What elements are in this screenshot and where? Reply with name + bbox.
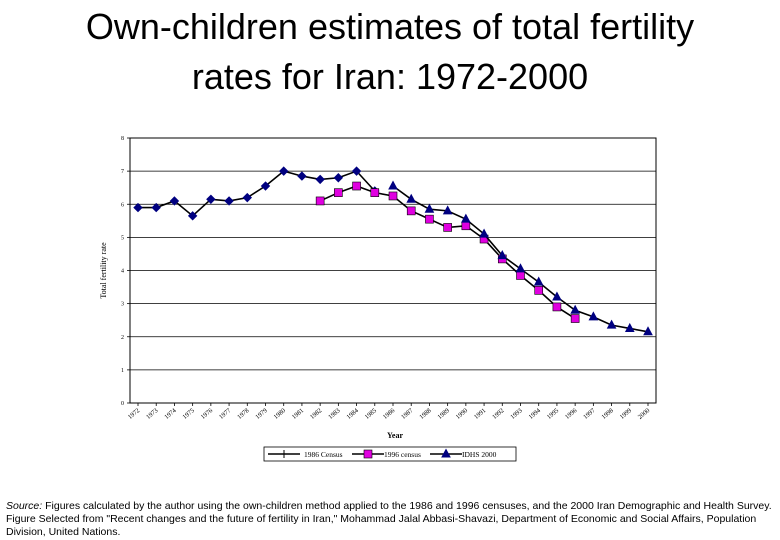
- x-tick-label: 2000: [637, 407, 651, 421]
- data-point-square: [334, 188, 343, 197]
- data-point-diamond: [315, 174, 325, 185]
- data-point-diamond: [333, 173, 344, 183]
- x-tick-label: 1994: [528, 407, 543, 421]
- data-point-triangle: [515, 263, 526, 273]
- legend: 1986 Census 1996 census IDHS 2000: [263, 446, 517, 462]
- x-tick-label: 1989: [436, 407, 450, 421]
- series-idhs-2000: [388, 180, 653, 336]
- data-point-square: [443, 223, 452, 232]
- data-point-triangle: [570, 304, 580, 314]
- data-point-diamond: [242, 192, 252, 203]
- data-point-diamond: [260, 181, 271, 191]
- data-point-diamond: [187, 211, 198, 221]
- y-tick-label: 8: [121, 136, 124, 142]
- data-point-square: [461, 221, 471, 231]
- legend-label: 1996 census: [384, 450, 421, 459]
- data-point-square: [363, 449, 373, 459]
- data-point-diamond: [206, 194, 216, 204]
- data-point-diamond: [151, 202, 161, 213]
- data-point-square: [425, 214, 434, 224]
- data-point-triangle: [388, 180, 398, 190]
- data-point-triangle: [497, 250, 508, 260]
- data-point-square: [552, 302, 562, 312]
- y-tick-label: 4: [121, 269, 124, 275]
- data-point-diamond: [169, 196, 180, 206]
- x-tick-label: 1999: [619, 407, 633, 421]
- data-point-square: [516, 271, 525, 280]
- x-tick-label: 1998: [600, 407, 614, 421]
- x-tick-label: 1986: [382, 407, 397, 421]
- series-1996-census: [315, 181, 580, 323]
- data-point-triangle: [479, 228, 489, 238]
- x-tick-label: 1981: [291, 407, 305, 421]
- data-point-square: [570, 314, 580, 323]
- slide-title-line-2: rates for Iran: 1972-2000: [191, 56, 589, 97]
- y-tick-label: 1: [121, 368, 124, 374]
- slide-title: Own-children estimates of total fertilit…: [0, 2, 780, 102]
- data-point-square: [370, 188, 380, 197]
- data-point-triangle: [406, 193, 417, 203]
- data-point-square: [388, 191, 398, 201]
- x-tick-label: 1984: [345, 407, 360, 421]
- x-axis-title: Year: [387, 431, 403, 440]
- x-tick-label: 1985: [364, 407, 378, 421]
- data-point-triangle: [552, 291, 562, 301]
- x-tick-label: 1993: [509, 407, 523, 421]
- data-point-diamond: [133, 202, 143, 213]
- data-point-diamond: [351, 166, 362, 176]
- x-tick-label: 1982: [309, 407, 323, 421]
- x-tick-label: 1979: [254, 407, 268, 421]
- y-tick-label: 6: [121, 202, 124, 208]
- x-tick-label: 1975: [181, 407, 195, 421]
- x-tick-label: 1991: [473, 407, 487, 421]
- x-tick-label: 1983: [327, 407, 341, 421]
- data-point-triangle: [624, 322, 635, 332]
- data-point-triangle: [424, 203, 435, 213]
- data-point-triangle: [442, 205, 453, 215]
- y-tick-label: 0: [121, 401, 124, 407]
- x-tick-label: 1973: [145, 407, 159, 421]
- data-point-triangle: [533, 276, 544, 286]
- data-point-square: [315, 196, 325, 206]
- x-tick-label: 1996: [564, 407, 579, 421]
- data-point-triangle: [643, 326, 653, 336]
- y-tick-label: 5: [121, 235, 124, 241]
- x-tick-label: 1978: [236, 407, 250, 421]
- legend-label: IDHS 2000: [462, 450, 497, 459]
- y-axis-title: Total fertility rate: [99, 242, 108, 299]
- data-point-triangle: [441, 448, 451, 458]
- x-tick-label: 1988: [418, 407, 432, 421]
- x-tick-label: 1990: [455, 407, 469, 421]
- y-tick-label: 3: [121, 302, 124, 308]
- data-point-square: [406, 206, 416, 216]
- y-tick-label: 2: [121, 335, 124, 341]
- x-tick-label: 1974: [163, 407, 178, 421]
- legend-label: 1986 Census: [304, 450, 343, 459]
- data-point-diamond: [224, 196, 234, 206]
- data-point-triangle: [606, 319, 617, 329]
- source-note: Source: Figures calculated by the author…: [6, 500, 776, 539]
- x-tick-label: 1980: [273, 407, 287, 421]
- data-point-diamond: [279, 166, 289, 176]
- x-tick-label: 1976: [200, 407, 215, 421]
- x-tick-label: 1987: [400, 407, 415, 421]
- slide-title-line-1: Own-children estimates of total fertilit…: [85, 6, 695, 47]
- data-point-square: [534, 286, 544, 295]
- data-point-diamond: [297, 171, 307, 181]
- data-point-triangle: [588, 311, 599, 321]
- data-point-square: [352, 181, 361, 191]
- source-text: Figures calculated by the author using t…: [6, 500, 772, 538]
- x-tick-label: 1972: [127, 407, 141, 421]
- data-point-triangle: [461, 213, 471, 223]
- source-label: Source:: [6, 500, 43, 512]
- series-1986-census: [133, 166, 380, 221]
- legend-box: [263, 446, 517, 462]
- x-tick-label: 1992: [491, 407, 505, 421]
- x-tick-label: 1977: [218, 407, 233, 421]
- x-tick-label: 1997: [582, 407, 597, 421]
- y-tick-label: 7: [121, 169, 124, 175]
- x-tick-label: 1995: [546, 407, 560, 421]
